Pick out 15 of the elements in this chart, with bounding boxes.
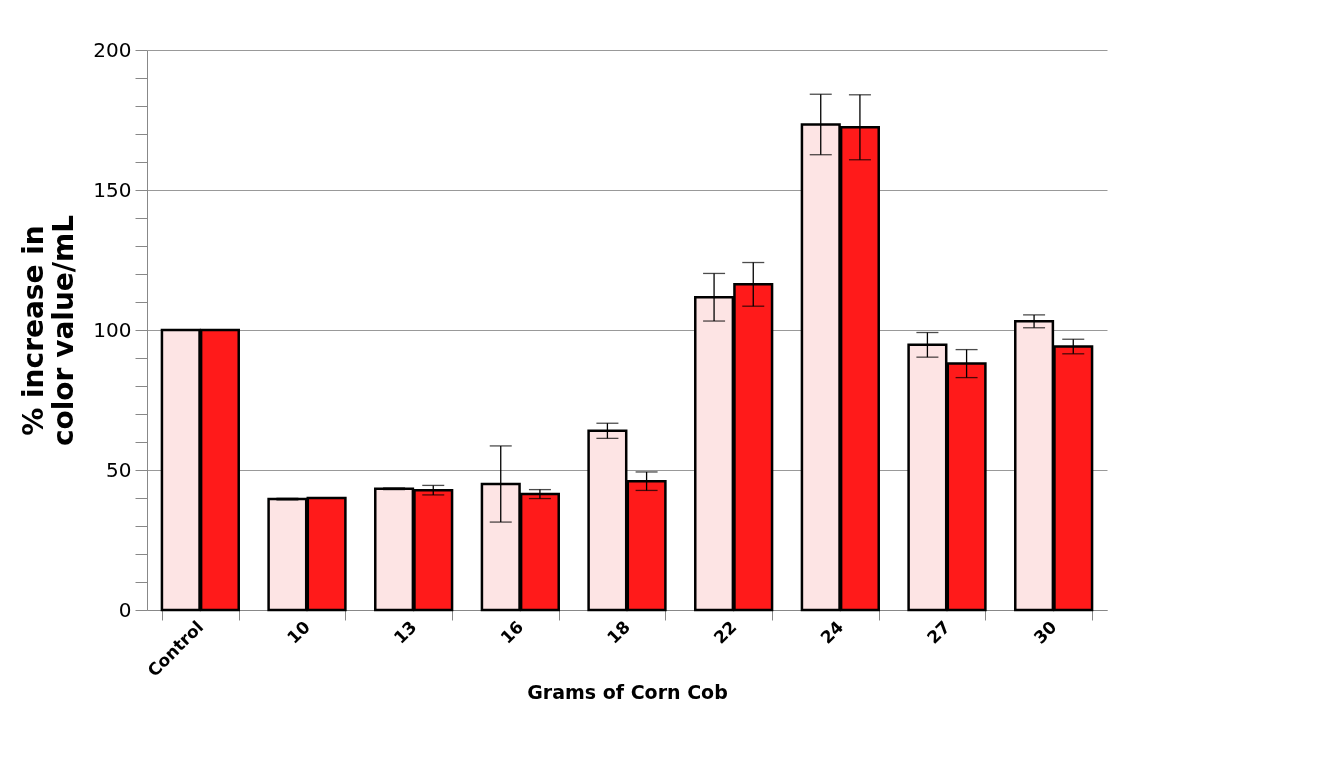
y-tick-label: 100 [93,317,132,342]
x-axis-title: Grams of Corn Cob [527,680,728,703]
x-tick-label: 30 [1029,616,1061,648]
x-tick-label: 18 [602,616,634,648]
x-tick-label: 27 [922,616,954,648]
x-tick-label: 13 [389,616,421,648]
y-tick-label: 150 [93,177,132,202]
x-tick-label: 24 [816,616,848,648]
y-tick-label: 200 [93,37,132,62]
y-axis-title: % increase in color value/mL [17,214,81,447]
x-tick-label: 10 [282,616,314,648]
y-tick-label: 0 [118,597,132,622]
x-tick-label: 16 [496,616,528,648]
x-tick-label: 22 [709,616,741,648]
y-tick-label: 50 [106,457,132,482]
